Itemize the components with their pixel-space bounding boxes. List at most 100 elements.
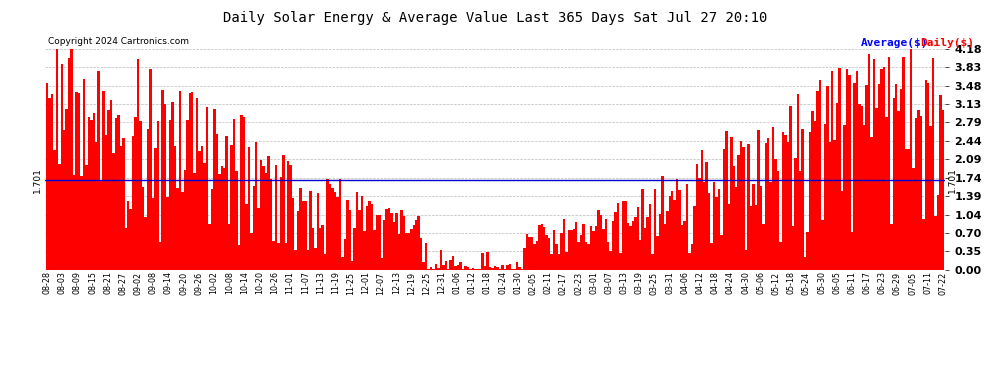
Bar [332,188,334,270]
Bar [752,184,754,270]
Bar [733,166,735,270]
Bar [678,189,681,270]
Bar [233,119,236,270]
Bar [73,175,75,270]
Bar [895,84,898,270]
Bar [489,267,491,270]
Bar [661,176,663,270]
Bar [344,239,346,270]
Bar [117,115,120,270]
Bar [451,256,454,270]
Bar [648,204,651,270]
Bar [78,93,80,270]
Bar [728,204,730,270]
Bar [304,201,307,270]
Bar [236,171,238,270]
Bar [740,141,742,270]
Bar [610,251,612,270]
Bar [445,261,447,270]
Bar [107,110,110,270]
Bar [461,269,464,270]
Bar [777,171,779,270]
Bar [149,69,151,270]
Bar [430,267,433,270]
Bar [246,204,248,270]
Bar [213,109,216,270]
Bar [282,155,284,270]
Bar [287,160,289,270]
Bar [718,189,721,270]
Bar [671,191,673,270]
Bar [749,206,752,270]
Bar [68,58,70,270]
Bar [348,210,351,270]
Bar [789,106,792,270]
Bar [935,216,937,270]
Bar [784,135,787,270]
Bar [683,220,686,270]
Bar [782,132,784,270]
Bar [676,179,678,270]
Bar [536,242,539,270]
Bar [570,230,572,270]
Bar [459,262,461,270]
Bar [252,186,255,270]
Bar [915,118,917,270]
Bar [494,266,496,270]
Text: 1.701: 1.701 [33,167,42,193]
Bar [506,265,509,270]
Bar [555,243,557,270]
Bar [723,150,725,270]
Bar [870,137,873,270]
Bar [159,242,161,270]
Bar [196,98,198,270]
Bar [572,229,575,270]
Bar [759,186,762,270]
Bar [127,201,130,270]
Bar [193,172,196,270]
Bar [797,94,799,270]
Bar [902,57,905,270]
Bar [656,236,658,270]
Bar [622,201,625,270]
Bar [824,124,826,270]
Bar [912,168,915,270]
Bar [850,231,853,270]
Bar [228,224,231,270]
Bar [110,100,112,270]
Bar [83,79,85,270]
Bar [46,83,49,270]
Bar [102,92,105,270]
Bar [557,254,560,270]
Bar [615,212,617,270]
Bar [140,121,142,270]
Bar [744,250,747,270]
Bar [53,150,55,270]
Bar [403,216,405,270]
Bar [368,201,370,270]
Bar [375,216,378,270]
Bar [70,49,73,270]
Bar [841,190,843,270]
Bar [351,261,353,270]
Bar [560,233,562,270]
Bar [169,120,171,270]
Bar [721,235,723,270]
Bar [552,230,555,270]
Text: 1.701: 1.701 [948,167,957,193]
Bar [92,113,95,270]
Bar [925,80,927,270]
Bar [644,228,646,270]
Bar [524,248,526,270]
Bar [804,257,807,270]
Bar [898,111,900,270]
Bar [438,268,440,270]
Bar [875,108,878,270]
Bar [398,234,400,270]
Bar [941,110,944,270]
Bar [279,177,282,270]
Bar [878,84,880,270]
Bar [691,244,693,270]
Bar [612,221,615,270]
Bar [658,213,661,270]
